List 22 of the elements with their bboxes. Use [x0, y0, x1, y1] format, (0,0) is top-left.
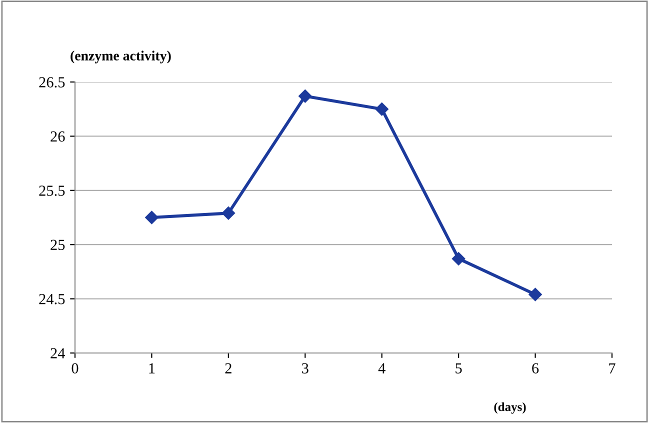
point: [452, 252, 466, 266]
point: [298, 90, 312, 103]
y-tick-label: 26: [50, 131, 65, 142]
y-tick-label: 25.5: [39, 186, 65, 196]
point: [375, 102, 388, 116]
y-tick-label: 24.5: [39, 294, 65, 304]
point: [145, 210, 158, 224]
y-tick-label: 25: [50, 240, 65, 250]
point: [528, 288, 542, 302]
point: [222, 206, 236, 220]
x-tick-label: 0: [72, 363, 78, 374]
x-tick-label: 4: [378, 363, 386, 374]
x-tick-label: 6: [532, 363, 539, 374]
y-tick-label: 24: [50, 348, 66, 358]
x-tick-label: 3: [302, 363, 308, 374]
y-tick-label: 26.5: [39, 77, 65, 88]
x-tick-label: 5: [456, 363, 462, 374]
x-tick-label: 2: [225, 363, 232, 374]
x-tick-label: 1: [149, 363, 155, 374]
x-tick-label: 7: [609, 363, 616, 374]
y-axis-title: (enzyme activity): [70, 50, 171, 64]
x-axis-title: (days): [494, 402, 526, 414]
